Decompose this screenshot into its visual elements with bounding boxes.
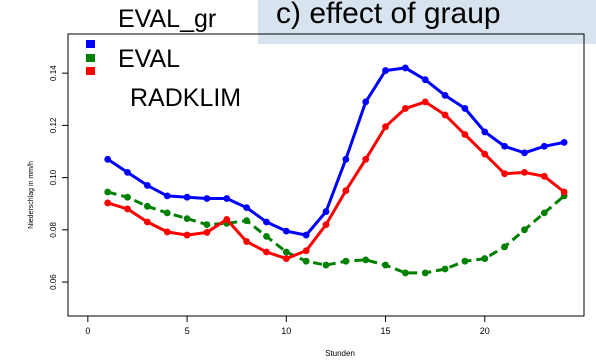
y-tick-label: 0.06 [49, 274, 58, 290]
data-point [263, 218, 270, 226]
data-point [540, 209, 548, 217]
data-point [521, 226, 528, 234]
legend-background [76, 36, 120, 84]
data-point [421, 98, 429, 106]
data-point [382, 67, 389, 74]
x-tick-label: 0 [85, 326, 90, 336]
data-point [401, 105, 409, 112]
data-point [223, 195, 231, 202]
data-point [203, 221, 211, 229]
data-point [124, 168, 131, 176]
data-point [560, 138, 568, 146]
data-point [362, 98, 370, 106]
data-point [461, 131, 469, 138]
y-axis-label: Niederschlag in mm/h [28, 161, 35, 229]
data-point [243, 217, 251, 225]
data-point [143, 182, 151, 189]
data-point [540, 172, 548, 180]
data-point [501, 170, 509, 178]
data-point [362, 155, 370, 163]
data-point [183, 193, 191, 201]
y-tick-label: 0.12 [49, 117, 58, 133]
data-point [342, 257, 350, 265]
data-point [382, 123, 389, 131]
data-point [302, 247, 310, 255]
chart-title: c) effect of graup [276, 0, 501, 30]
data-point [342, 187, 350, 195]
data-point [560, 188, 568, 196]
y-tick-label: 0.10 [49, 169, 58, 185]
x-tick-label: 20 [480, 326, 490, 336]
data-point [401, 64, 409, 72]
x-tick-label: 15 [381, 326, 391, 336]
data-point [501, 142, 509, 150]
data-point [322, 221, 330, 229]
data-point [521, 168, 528, 176]
legend-swatch [86, 40, 95, 48]
series-line-radklim [107, 100, 566, 261]
data-point [243, 204, 251, 212]
y-tick-label: 0.14 [49, 65, 58, 81]
legend-label-radklim: RADKLIM [130, 84, 242, 112]
data-point [322, 261, 330, 269]
data-point [223, 215, 231, 223]
data-point [421, 76, 429, 84]
data-point [501, 243, 509, 251]
data-point [143, 202, 151, 210]
y-tick-label: 0.08 [49, 222, 58, 238]
data-point [104, 188, 112, 196]
data-point [441, 111, 449, 119]
data-point [104, 155, 112, 163]
data-point [362, 256, 370, 264]
data-point [441, 265, 449, 273]
legend-label-eval: EVAL [118, 45, 181, 73]
legend-swatch [86, 54, 95, 62]
data-point [302, 257, 310, 265]
data-point [540, 142, 548, 150]
x-tick-label: 5 [185, 326, 190, 336]
data-point [322, 208, 330, 215]
plot-frame [67, 33, 585, 317]
data-point [104, 199, 112, 207]
data-point [282, 248, 290, 256]
data-point [521, 149, 528, 157]
data-point [124, 193, 131, 201]
data-point [263, 232, 270, 240]
data-point [183, 215, 191, 223]
data-point [481, 255, 489, 262]
x-tick-label: 10 [281, 326, 291, 336]
data-point [461, 257, 469, 265]
data-point [481, 150, 489, 158]
data-point [203, 195, 211, 202]
data-point [342, 155, 350, 163]
title-background [258, 0, 596, 44]
data-point [481, 128, 489, 136]
data-point [203, 229, 211, 236]
data-point [163, 192, 171, 200]
data-point [421, 269, 429, 277]
data-point [461, 105, 469, 112]
legend-label-eval-gr: EVAL_gr [118, 5, 217, 33]
data-point [163, 209, 171, 217]
data-point [263, 248, 270, 256]
data-point [401, 269, 409, 277]
data-point [183, 231, 191, 239]
data-point [243, 238, 251, 245]
data-point [143, 218, 151, 226]
legend-swatch [86, 67, 95, 75]
data-point [382, 261, 389, 269]
data-point [302, 231, 310, 239]
data-point [282, 255, 290, 262]
x-axis-label: Stunden [325, 349, 355, 358]
data-point [163, 228, 171, 236]
data-point [441, 91, 449, 99]
data-point [282, 227, 290, 235]
data-point [124, 205, 131, 213]
